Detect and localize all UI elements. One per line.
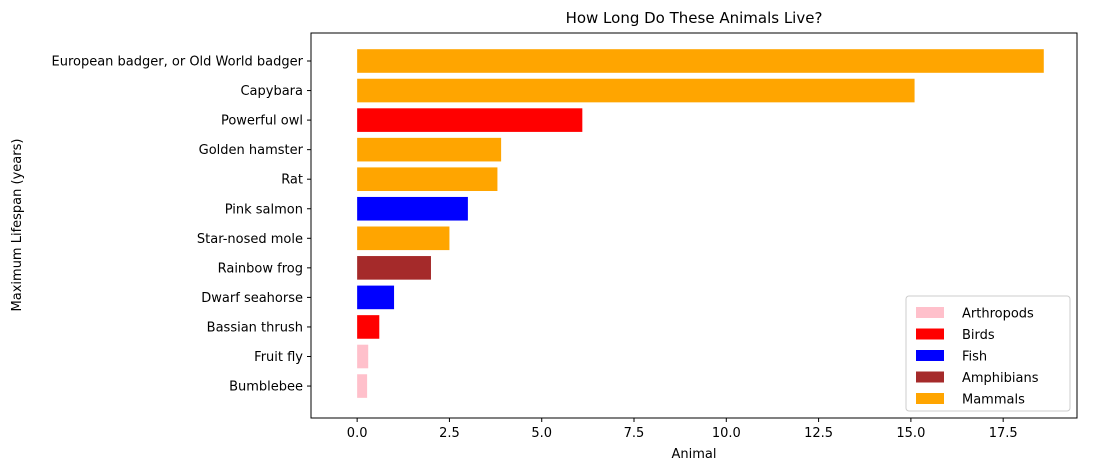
y-tick-label: Rat <box>281 173 303 188</box>
x-tick-label: 10.0 <box>712 426 741 441</box>
bar-bumblebee <box>357 374 368 398</box>
y-tick-label: Bassian thrush <box>207 320 303 335</box>
bar-star-nosed-mole <box>357 226 450 251</box>
legend-label-amphibians: Amphibians <box>962 371 1039 386</box>
bar-rainbow-frog <box>357 256 431 280</box>
y-tick-label: Bumblebee <box>229 380 303 395</box>
y-tick-label: Golden hamster <box>199 143 304 158</box>
legend-label-mammals: Mammals <box>962 393 1025 408</box>
y-tick-label: Rainbow frog <box>218 261 303 276</box>
legend-swatch-mammals <box>916 393 944 404</box>
y-tick-label: Star-nosed mole <box>197 232 303 247</box>
bar-fruit-fly <box>357 344 369 369</box>
y-tick-label: Capybara <box>240 84 303 99</box>
legend-label-birds: Birds <box>962 328 995 343</box>
bar-rat <box>357 167 498 191</box>
y-axis-label: Maximum Lifespan (years) <box>10 139 25 312</box>
y-tick-label: Powerful owl <box>221 114 303 129</box>
y-tick-label: European badger, or Old World badger <box>52 55 304 70</box>
legend-frame <box>905 295 1071 412</box>
x-tick-label: 12.5 <box>804 426 833 441</box>
y-axis-ticks: European badger, or Old World badger Capy… <box>52 55 311 395</box>
bar-european-badger-or-old-world-badger <box>357 49 1044 73</box>
bar-capybara <box>357 78 915 103</box>
legend-swatch-birds <box>916 328 944 340</box>
y-tick-label: Pink salmon <box>225 202 303 217</box>
bar-bassian-thrush <box>357 315 380 339</box>
legend-swatch-fish <box>916 350 944 361</box>
x-tick-label: 7.5 <box>624 426 645 441</box>
legend-swatch-arthropods <box>916 307 944 318</box>
x-tick-label: 0.0 <box>347 426 368 441</box>
legend: Arthropods Birds Fish Amphibians Mammals <box>905 295 1071 412</box>
legend-label-arthropods: Arthropods <box>962 307 1034 322</box>
x-axis-label: Animal <box>672 447 717 462</box>
x-tick-label: 15.0 <box>896 426 925 441</box>
y-tick-label: Fruit fly <box>254 350 303 365</box>
plot-frame <box>310 32 1078 419</box>
x-tick-label: 2.5 <box>439 426 460 441</box>
bars-group <box>357 49 1044 398</box>
bar-dwarf-seahorse <box>357 285 395 310</box>
y-tick-label: Dwarf seahorse <box>201 291 303 306</box>
chart-title: How Long Do These Animals Live? <box>566 9 823 27</box>
legend-swatch-amphibians <box>916 371 944 383</box>
bar-pink-salmon <box>357 196 468 221</box>
bar-golden-hamster <box>357 137 502 162</box>
bar-powerful-owl <box>357 108 583 132</box>
x-tick-label: 17.5 <box>989 426 1018 441</box>
x-axis-ticks: 0.0 2.5 5.0 7.5 10.0 12.5 15.0 17.5 <box>347 418 1018 441</box>
x-tick-label: 5.0 <box>531 426 552 441</box>
legend-label-fish: Fish <box>962 350 987 365</box>
